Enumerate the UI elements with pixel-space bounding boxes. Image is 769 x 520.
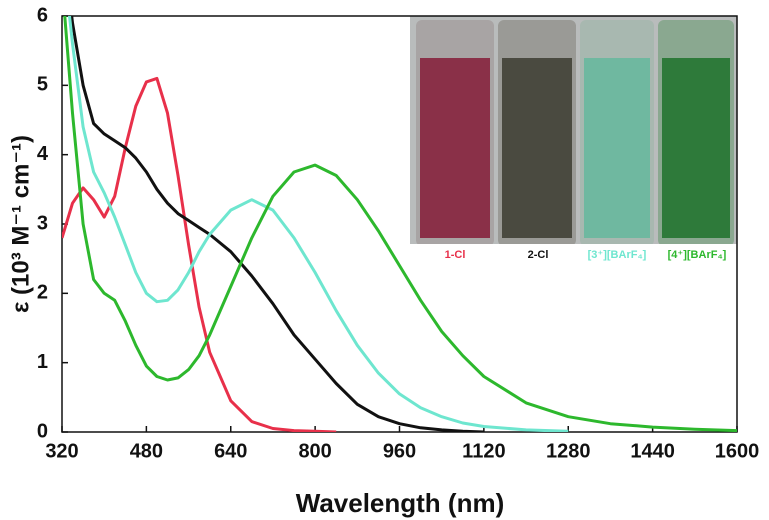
y-tick-label: 4 [37,143,49,165]
x-tick-label: 480 [130,440,163,462]
x-tick-label: 1440 [630,440,675,462]
x-tick-label: 960 [383,440,416,462]
legend-label: 2-Cl [528,249,549,261]
series-line [62,76,337,432]
y-axis-label: ε (10³ M⁻¹ cm⁻¹) [7,135,34,313]
x-tick-label: 1120 [462,440,505,462]
legend-label: [4⁺][BArF₄] [668,249,727,261]
series-line [70,16,484,432]
series-line [67,16,569,432]
x-axis-label: Wavelength (nm) [296,488,504,518]
x-tick-label: 800 [298,440,331,462]
x-tick-label: 1600 [715,440,760,462]
y-tick-label: 0 [37,420,48,442]
x-tick-label: 320 [45,440,78,462]
series-line [63,16,737,432]
x-tick-label: 640 [214,440,247,462]
y-tick-label: 1 [37,351,48,373]
legend-label: [3⁺][BArF₄] [588,249,647,261]
legend-label: 1-Cl [445,249,466,261]
y-tick-label: 3 [37,212,48,234]
y-tick-label: 2 [37,282,48,304]
y-tick-label: 6 [37,4,48,26]
plot-area [62,16,737,432]
y-tick-label: 5 [37,74,48,96]
x-tick-label: 1280 [546,440,591,462]
inset-photo [410,16,737,266]
